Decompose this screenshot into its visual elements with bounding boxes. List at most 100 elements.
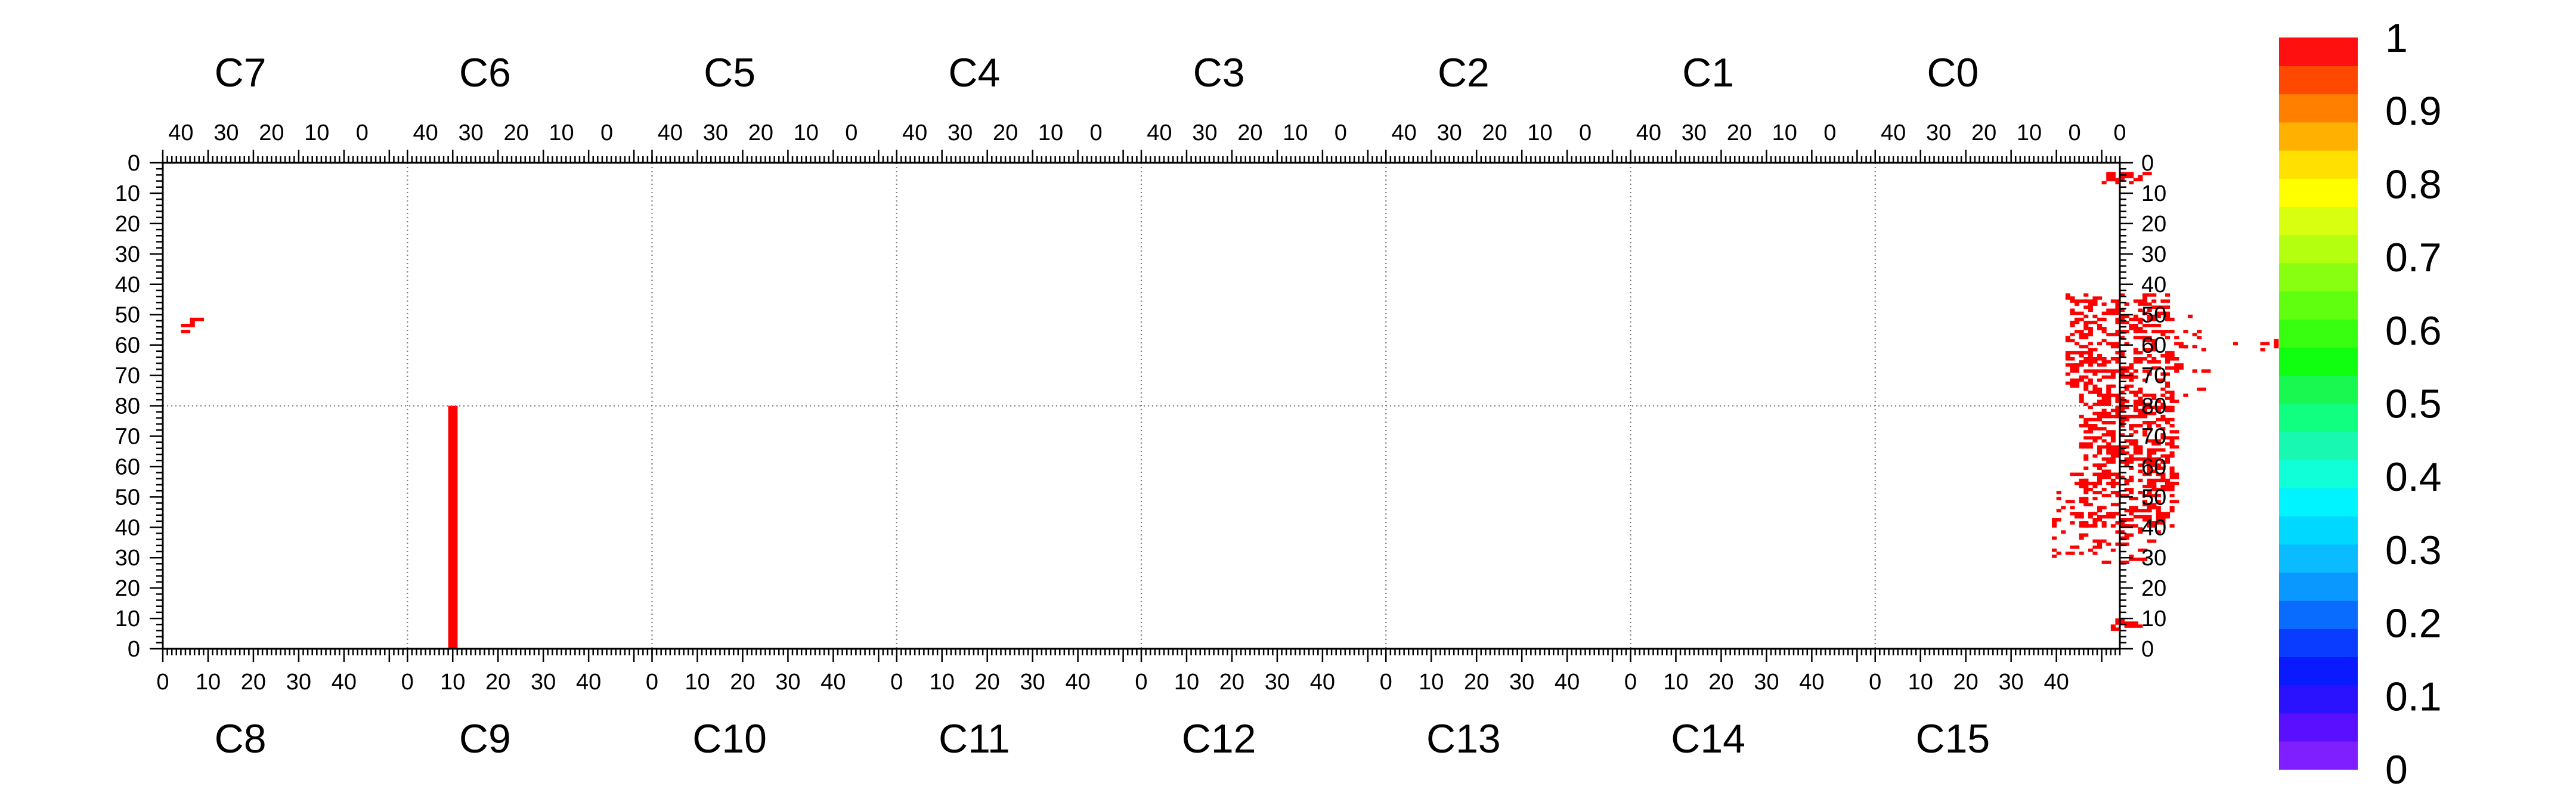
hit-pixel-710	[2120, 536, 2129, 540]
hit-pixel-264	[2070, 384, 2080, 388]
hit-pixel-480	[2124, 460, 2134, 464]
hit-pixel-419	[2079, 442, 2089, 446]
hit-pixel-206	[2115, 360, 2120, 364]
hit-pixel-256	[2142, 378, 2148, 382]
hit-pixel-722	[2138, 548, 2143, 552]
hit-pixel-572	[2147, 494, 2157, 497]
hit-pixel-329	[2133, 405, 2138, 410]
hit-pixel-673	[2183, 394, 2188, 397]
hit-pixel-271	[2083, 387, 2089, 391]
hit-pixel-573	[2156, 494, 2161, 497]
x-tick-label-top: 0	[356, 120, 369, 145]
x-tick-label-bottom: 0	[890, 670, 903, 695]
hit-pixel-344	[2092, 411, 2098, 416]
hit-pixel-400	[2110, 433, 2116, 436]
hit-pixel-612	[2160, 512, 2171, 516]
hit-pixel-312	[2156, 400, 2161, 403]
x-tick-label-bottom: 40	[1310, 670, 1335, 695]
heatmap-cells	[181, 172, 2279, 649]
hit-pixel-447	[2160, 448, 2166, 452]
hit-pixel-681	[2065, 500, 2075, 503]
hit-pixel-527	[2110, 478, 2116, 482]
hit-pixel-121	[2083, 327, 2089, 330]
hit-pixel-567	[2147, 491, 2152, 494]
hit-pixel-395	[2133, 430, 2138, 434]
x-tick-label-top: 40	[1391, 120, 1416, 145]
hit-pixel-565	[2129, 491, 2134, 494]
hit-pixel-578	[2129, 497, 2134, 500]
hit-pixel-188	[2147, 354, 2152, 358]
x-tick-label-bottom: 30	[1509, 670, 1534, 695]
colorbar-tick-label: 0.4	[2385, 454, 2442, 500]
hit-pixel-720	[2088, 548, 2093, 552]
hit-pixel-359	[2138, 414, 2148, 419]
hit-pixel-350	[2151, 411, 2157, 416]
hit-pixel-670	[2201, 369, 2211, 373]
y-tick-label-right: 80	[2141, 394, 2166, 419]
hit-pixel-541	[2169, 481, 2179, 485]
hit-pixel-412	[2101, 439, 2107, 443]
colorbar-tick-label: 0.3	[2385, 528, 2442, 573]
hit-pixel-394	[2106, 430, 2116, 434]
hit-pixel-340	[2138, 408, 2148, 413]
hit-pixel-46	[2110, 299, 2116, 303]
hit-pixel-719	[2092, 545, 2103, 549]
hit-pixel-117	[2129, 323, 2134, 327]
hit-pixel-216	[2097, 363, 2103, 367]
hit-pixel-405	[2083, 436, 2093, 440]
hit-pixel-166	[2151, 342, 2157, 346]
hit-pixel-667	[2174, 366, 2184, 370]
hit-pixel-380	[2088, 424, 2093, 428]
x-tick-label-bottom: 40	[1799, 670, 1824, 695]
hit-pixel-81	[2115, 311, 2120, 315]
y-tick-label-left: 10	[115, 181, 140, 206]
color-band	[2279, 290, 2358, 320]
hit-pixel-348	[2138, 411, 2148, 416]
hit-pixel-31	[2120, 293, 2125, 297]
chip-labels: C7 C6 C5 C4 C3 C2 C1 C0 C8 C9 C10 C11 C12 C13 C14 C15	[215, 50, 1990, 761]
hit-pixel-232	[2124, 369, 2129, 373]
x-tick-label-top: 0	[1089, 120, 1102, 145]
hit-pixel-401	[2120, 433, 2125, 436]
hit-pixel-615	[2097, 515, 2107, 519]
hit-pixel-388	[2088, 427, 2098, 431]
x-tick-label-bottom: 10	[930, 670, 955, 695]
hit-pixel-231	[2120, 369, 2125, 373]
x-tick-label-top: 40	[902, 120, 927, 145]
hit-pixel-608	[2110, 512, 2116, 516]
hit-pixel-594	[2156, 506, 2161, 510]
hit-pixel-67	[2070, 308, 2075, 312]
hit-pixel-402	[2129, 433, 2134, 436]
hit-pixel-221	[2124, 366, 2134, 370]
hit-pixel-276	[2138, 387, 2143, 391]
hit-pixel-315	[2092, 403, 2098, 406]
hit-pixel-697	[2075, 545, 2080, 549]
hit-pixel-225	[2083, 369, 2089, 373]
hit-pixel-499	[2169, 466, 2175, 470]
hit-pixel-296	[2079, 397, 2084, 400]
color-band	[2279, 318, 2358, 348]
hit-pixel-43	[2083, 299, 2089, 303]
hit-pixel-485	[2165, 460, 2171, 464]
hit-pixel-115	[2083, 323, 2089, 327]
y-tick-label-left: 40	[115, 515, 140, 540]
hit-pixel-199	[2138, 357, 2148, 361]
hit-pixel-490	[2138, 463, 2143, 467]
colorbar-tick-label: 0.7	[2385, 235, 2442, 280]
hit-pixel-128	[2075, 330, 2084, 333]
chip-gridlines	[163, 163, 2120, 649]
hit-pixel-396	[2142, 430, 2148, 434]
hit-pixel-237	[2110, 372, 2116, 376]
color-band	[2279, 657, 2358, 686]
hit-pixel-205	[2101, 360, 2111, 364]
hit-pixel-582	[2169, 500, 2179, 503]
hit-pixel-465	[2083, 457, 2089, 461]
hit-pixel-341	[2156, 408, 2161, 413]
hit-pixel-324	[2160, 403, 2166, 406]
chip-label-top: C4	[948, 50, 1000, 95]
hit-pixel-12	[2110, 178, 2116, 182]
colorbar-tick-label: 0	[2385, 747, 2408, 792]
hit-pixel-392	[2160, 427, 2166, 431]
hit-pixel-707	[2138, 530, 2143, 534]
